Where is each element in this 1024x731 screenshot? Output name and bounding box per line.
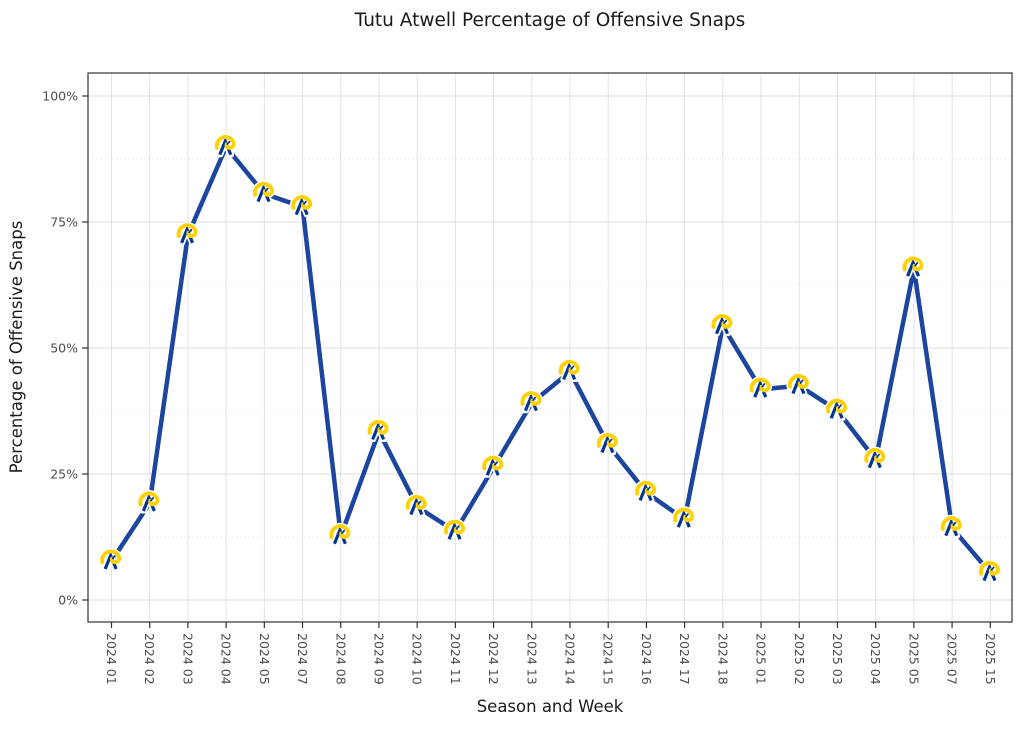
- data-point-marker: [866, 450, 883, 468]
- axis-tick-labels: 0% 25% 50% 75% 100% 2024 01 2024 02 2024 03 2024…: [42, 89, 998, 685]
- x-tick-label: 2025 02: [792, 633, 807, 685]
- x-tick-label: 2024 16: [639, 633, 654, 685]
- data-point-marker: [637, 483, 654, 501]
- x-tick-label: 2024 05: [257, 633, 272, 685]
- x-tick-label: 2024 14: [563, 633, 578, 685]
- y-axis-title: Percentage of Offensive Snaps: [7, 221, 26, 474]
- data-point-markers: [102, 137, 998, 581]
- chart-title: Tutu Atwell Percentage of Offensive Snap…: [354, 10, 746, 31]
- data-point-marker: [790, 376, 807, 394]
- data-point-marker: [828, 401, 845, 419]
- data-point-marker: [943, 518, 960, 536]
- x-tick-label: 2024 01: [104, 633, 119, 685]
- snap-percentage-polyline: [109, 144, 993, 576]
- x-tick-label: 2025 15: [983, 633, 998, 685]
- x-tick-label: 2024 04: [219, 633, 234, 685]
- y-tick-label: 75%: [50, 215, 78, 230]
- x-tick-label: 2025 05: [906, 633, 921, 685]
- x-tick-label: 2024 10: [410, 633, 425, 685]
- x-tick-label: 2024 13: [524, 633, 539, 685]
- data-point-marker: [408, 497, 425, 515]
- y-tick-label: 25%: [50, 467, 78, 482]
- x-tick-label: 2024 09: [371, 633, 386, 685]
- y-tick-label: 0%: [58, 593, 78, 608]
- x-tick-label: 2025 01: [754, 633, 769, 685]
- x-tick-label: 2024 02: [142, 633, 157, 685]
- data-point-marker: [102, 551, 119, 569]
- x-tick-label: 2025 04: [868, 633, 883, 685]
- y-tick-label: 100%: [42, 89, 78, 104]
- x-tick-label: 2024 07: [295, 633, 310, 685]
- snap-percentage-line: [109, 144, 993, 576]
- axis-ticks: [82, 95, 991, 628]
- x-tick-label: 2024 11: [448, 633, 463, 685]
- data-point-marker: [752, 379, 769, 397]
- x-tick-label: 2025 07: [945, 633, 960, 685]
- x-tick-label: 2025 03: [830, 633, 845, 685]
- x-tick-label: 2024 08: [333, 633, 348, 685]
- data-point-marker: [561, 362, 578, 380]
- x-tick-label: 2024 03: [180, 633, 195, 685]
- data-point-marker: [675, 510, 692, 528]
- x-tick-label: 2024 18: [715, 633, 730, 685]
- data-point-marker: [446, 522, 463, 540]
- x-tick-label: 2024 12: [486, 633, 501, 685]
- gridlines-major: [88, 73, 1012, 622]
- x-axis-title: Season and Week: [477, 697, 624, 716]
- data-point-marker: [981, 563, 998, 581]
- x-tick-label: 2024 17: [677, 633, 692, 685]
- data-point-marker: [255, 184, 272, 202]
- x-tick-label: 2024 15: [601, 633, 616, 685]
- data-point-marker: [331, 526, 348, 544]
- y-tick-label: 50%: [50, 341, 78, 356]
- data-point-marker: [599, 435, 616, 453]
